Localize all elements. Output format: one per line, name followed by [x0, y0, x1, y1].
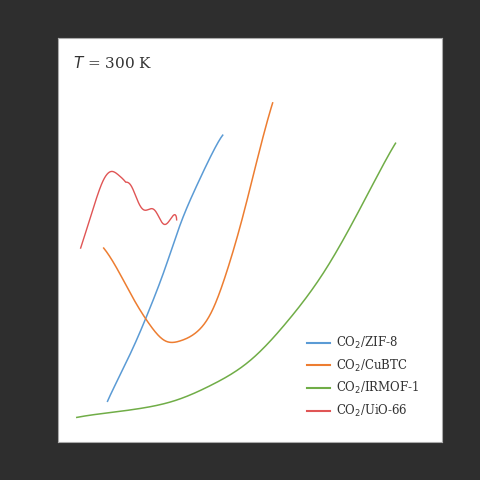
Text: $T$ = 300 K: $T$ = 300 K	[73, 55, 152, 71]
Legend: CO$_2$/ZIF-8, CO$_2$/CuBTC, CO$_2$/IRMOF-1, CO$_2$/UiO-66: CO$_2$/ZIF-8, CO$_2$/CuBTC, CO$_2$/IRMOF…	[302, 330, 424, 424]
